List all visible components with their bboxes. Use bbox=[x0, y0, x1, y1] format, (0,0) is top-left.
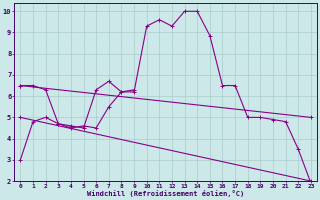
X-axis label: Windchill (Refroidissement éolien,°C): Windchill (Refroidissement éolien,°C) bbox=[87, 190, 244, 197]
